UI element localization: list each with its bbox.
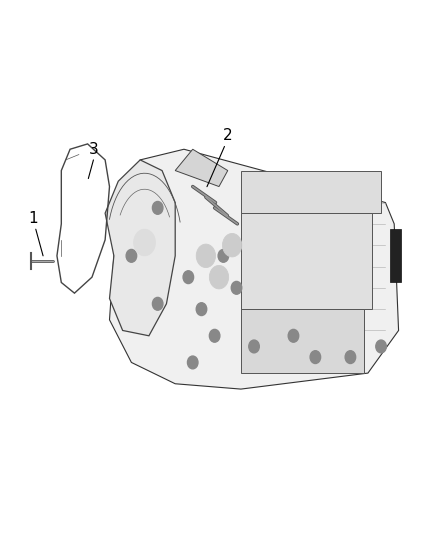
PathPatch shape bbox=[110, 149, 399, 389]
Circle shape bbox=[223, 233, 242, 257]
Bar bbox=[241, 309, 364, 373]
Circle shape bbox=[187, 356, 198, 369]
Text: 3: 3 bbox=[89, 142, 99, 157]
PathPatch shape bbox=[105, 160, 175, 336]
Circle shape bbox=[183, 271, 194, 284]
Circle shape bbox=[310, 351, 321, 364]
Bar bbox=[241, 213, 372, 309]
Circle shape bbox=[376, 340, 386, 353]
Circle shape bbox=[218, 249, 229, 262]
Circle shape bbox=[209, 265, 229, 289]
Circle shape bbox=[134, 229, 155, 256]
Circle shape bbox=[196, 244, 215, 268]
Circle shape bbox=[209, 329, 220, 342]
Text: 1: 1 bbox=[28, 211, 38, 226]
Circle shape bbox=[345, 351, 356, 364]
Circle shape bbox=[196, 303, 207, 316]
PathPatch shape bbox=[175, 149, 228, 187]
Circle shape bbox=[152, 201, 163, 214]
Circle shape bbox=[249, 340, 259, 353]
Circle shape bbox=[231, 281, 242, 294]
Circle shape bbox=[126, 249, 137, 262]
Bar bbox=[241, 171, 381, 213]
Circle shape bbox=[152, 297, 163, 310]
Text: 2: 2 bbox=[223, 128, 233, 143]
Circle shape bbox=[288, 329, 299, 342]
Bar bbox=[390, 229, 401, 282]
